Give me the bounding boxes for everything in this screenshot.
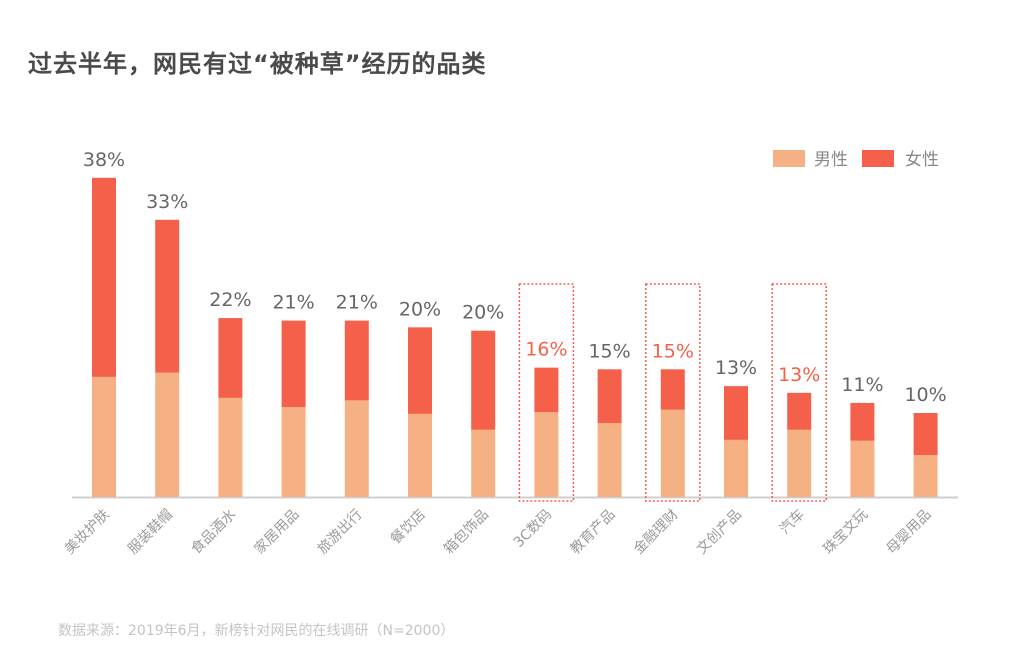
legend-swatch-female [862,150,894,167]
category-label-0: 美妆护肤 [62,507,113,558]
bar-male-2 [218,397,243,497]
total-label-2: 22% [209,289,251,311]
bar-male-5 [408,413,432,497]
chart-title: 过去半年，网民有过“被种草”经历的品类 [28,50,487,78]
bar-male-1 [155,372,180,497]
category-label-6: 箱包饰品 [441,507,492,558]
category-label-7: 3C数码 [511,507,555,551]
bar-male-12 [850,440,875,497]
category-label-3: 家居用品 [251,506,303,558]
bar-male-3 [281,407,306,497]
bar-male-6 [471,429,496,497]
total-label-0: 38% [83,149,125,171]
category-label-5: 餐饮店 [388,507,429,548]
total-label-11: 13% [778,364,820,386]
bar-female-3 [281,320,306,408]
bar-female-2 [218,318,243,398]
bar-female-0 [92,177,116,377]
legend-swatch-male [773,150,805,167]
total-label-9: 15% [652,340,694,362]
bar-male-10 [724,439,748,497]
bar-female-6 [471,330,496,430]
category-label-4: 旅游出行 [315,507,366,558]
total-label-3: 21% [272,292,314,314]
category-label-1: 服装鞋帽 [125,507,176,558]
bar-female-7 [534,367,559,413]
category-label-12: 珠宝文玩 [820,507,871,558]
bar-female-8 [597,369,622,424]
category-label-8: 教育产品 [568,507,619,558]
legend-label-female: 女性 [905,150,939,170]
category-label-11: 汽车 [776,506,808,538]
total-label-8: 15% [588,340,630,362]
total-label-1: 33% [146,191,188,213]
bar-female-11 [787,392,812,430]
bar-male-0 [92,376,116,497]
bar-male-11 [787,429,812,497]
total-label-7: 16% [525,339,567,361]
total-label-10: 13% [715,357,757,379]
bar-male-7 [534,412,559,497]
bar-female-13 [913,413,938,455]
category-label-9: 金融理财 [631,507,682,558]
highlight-box-9 [645,283,701,502]
total-label-12: 11% [841,374,883,396]
category-label-2: 食品酒水 [188,506,240,558]
total-label-4: 21% [336,292,378,314]
bar-female-12 [850,402,875,441]
highlight-box-7 [518,283,575,502]
category-label-10: 文创产品 [694,507,745,558]
total-label-5: 20% [399,298,441,320]
bar-female-5 [408,327,432,414]
bar-female-9 [660,369,685,410]
category-label-13: 母婴用品 [884,507,935,558]
legend-label-male: 男性 [814,150,848,170]
bar-female-4 [344,320,369,401]
source-note: 数据来源：2019年6月，新榜针对网民的在线调研（N=2000） [58,623,455,639]
bar-female-10 [724,386,748,440]
highlight-box-11 [771,283,827,502]
total-label-13: 10% [904,384,946,406]
total-label-6: 20% [462,302,504,324]
bar-male-9 [660,409,685,497]
bar-female-1 [155,219,180,373]
bar-male-4 [344,400,369,497]
bar-male-8 [597,423,622,497]
bar-male-13 [913,455,938,497]
